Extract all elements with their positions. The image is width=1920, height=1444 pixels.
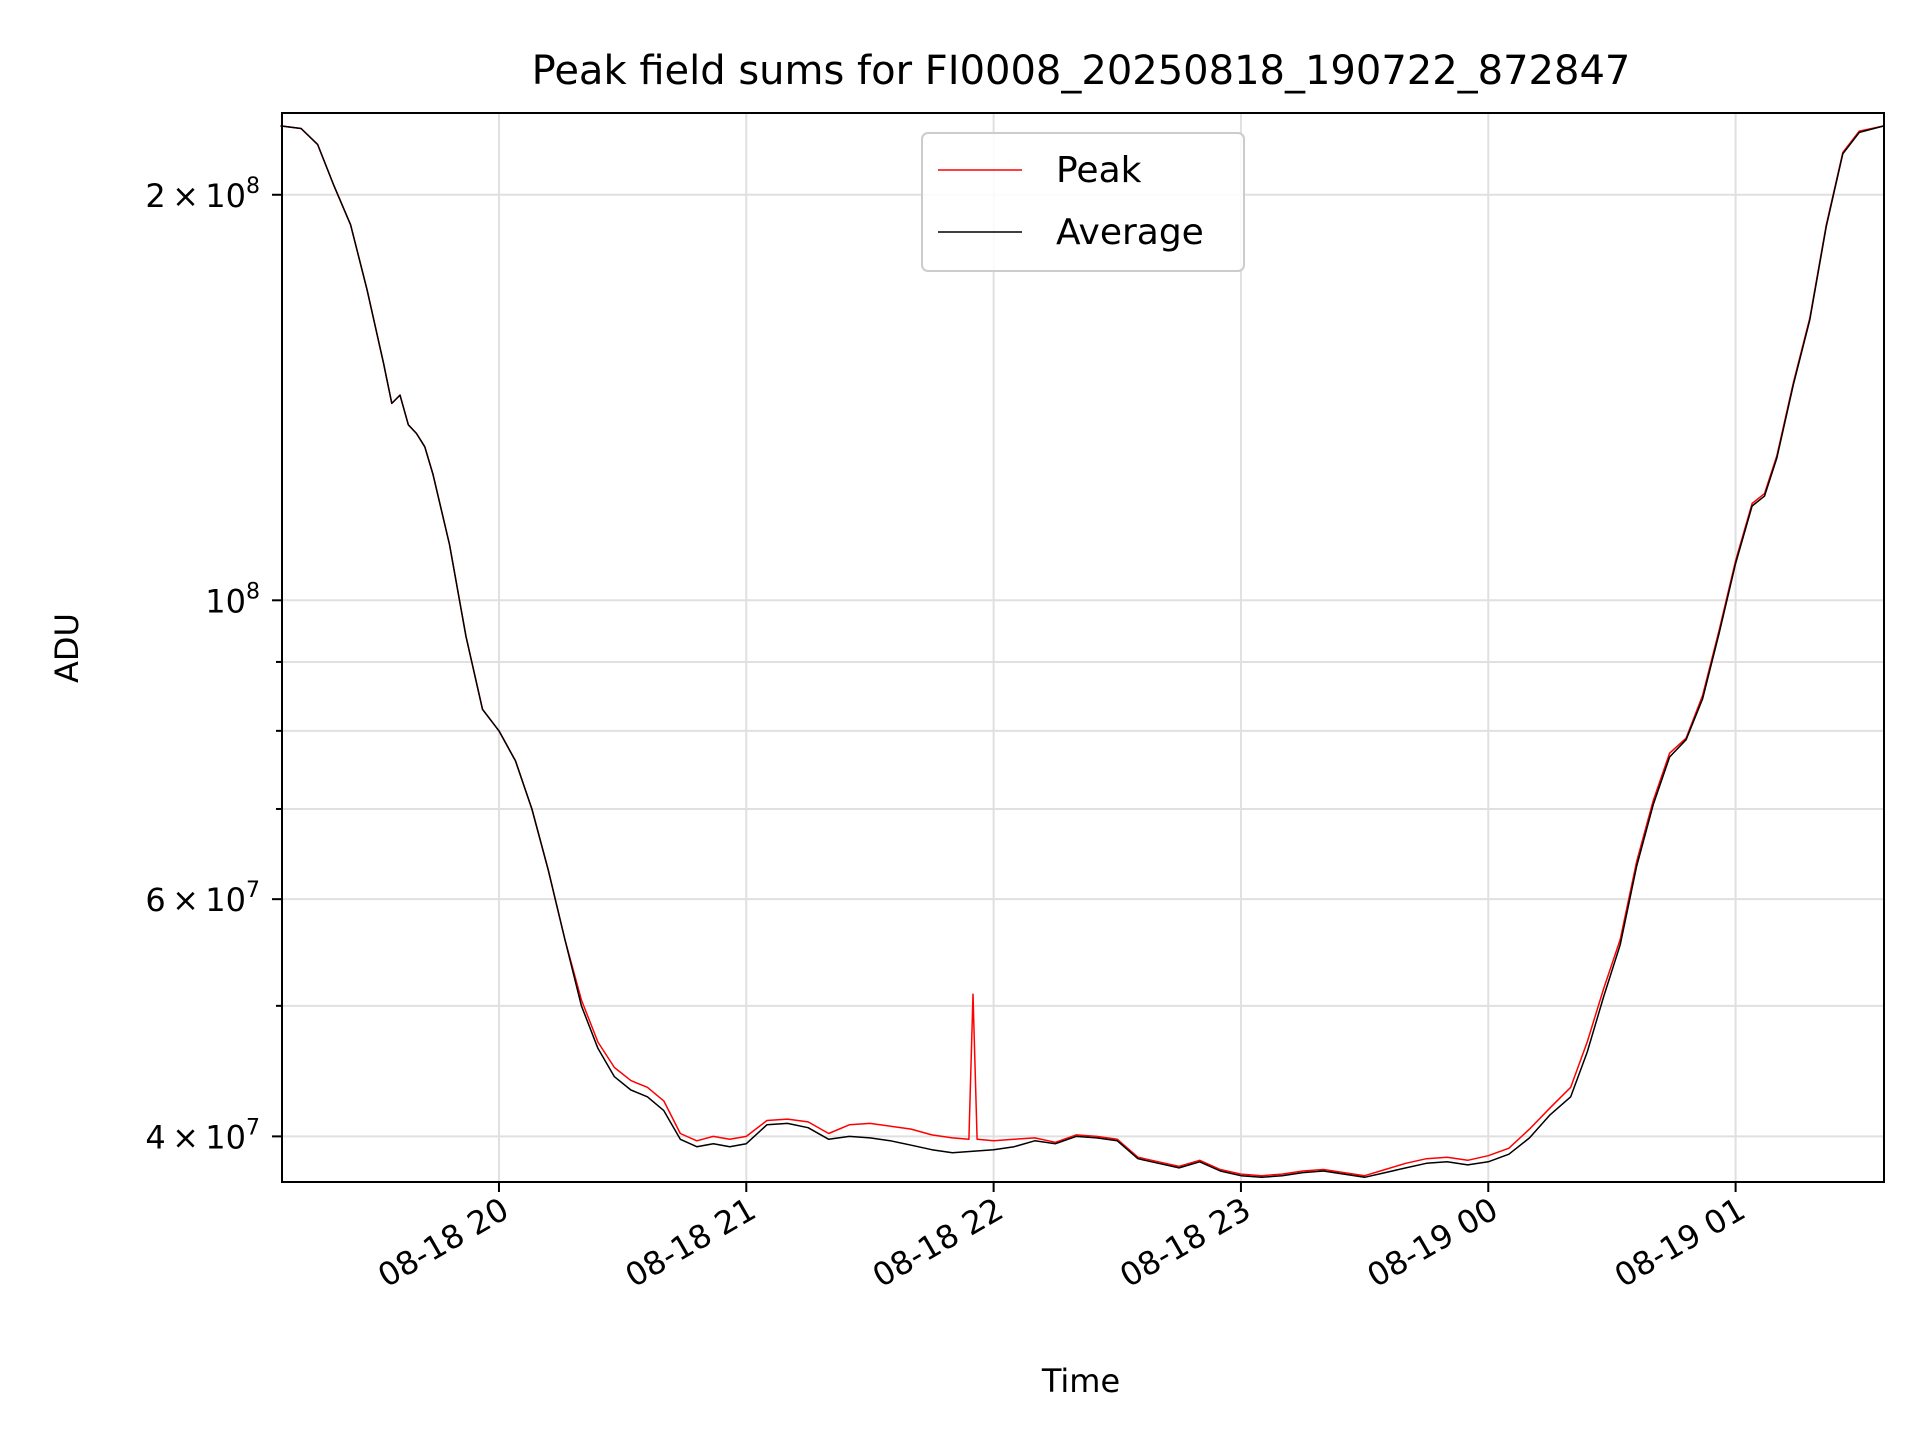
x-tick-label: 08-18 21 <box>619 1190 763 1295</box>
ticks-layer: 08-18 20 08-18 21 08-18 22 08-18 23 08-19 00… <box>145 174 1751 1295</box>
x-tick-label: 08-18 22 <box>866 1190 1010 1295</box>
x-tick-label: 08-18 20 <box>371 1190 515 1295</box>
grid-layer <box>282 113 1884 1182</box>
y-tick-label: 108 <box>205 579 260 620</box>
series-line-average <box>280 125 1885 1179</box>
plot-frame <box>281 112 1885 1183</box>
legend-label-peak: Peak <box>1056 150 1142 191</box>
chart-title: Peak field sums for FI0008_20250818_1907… <box>532 48 1631 94</box>
y-tick-label: 6 × 107 <box>145 878 260 919</box>
x-tick-label: 08-19 01 <box>1608 1190 1752 1295</box>
legend-label-average: Average <box>1056 212 1204 253</box>
series-line-peak <box>280 125 1885 1177</box>
y-tick-label: 4 × 107 <box>145 1115 260 1156</box>
y-axis-label: ADU <box>48 613 86 683</box>
x-axis-label: Time <box>1041 1362 1120 1400</box>
legend: Peak Average <box>921 132 1245 272</box>
x-tick-label: 08-19 00 <box>1361 1190 1505 1295</box>
x-tick-label: 08-18 23 <box>1113 1190 1257 1295</box>
series-layer <box>280 125 1885 1179</box>
legend-box <box>921 132 1245 272</box>
y-tick-label: 2 × 108 <box>145 174 260 215</box>
